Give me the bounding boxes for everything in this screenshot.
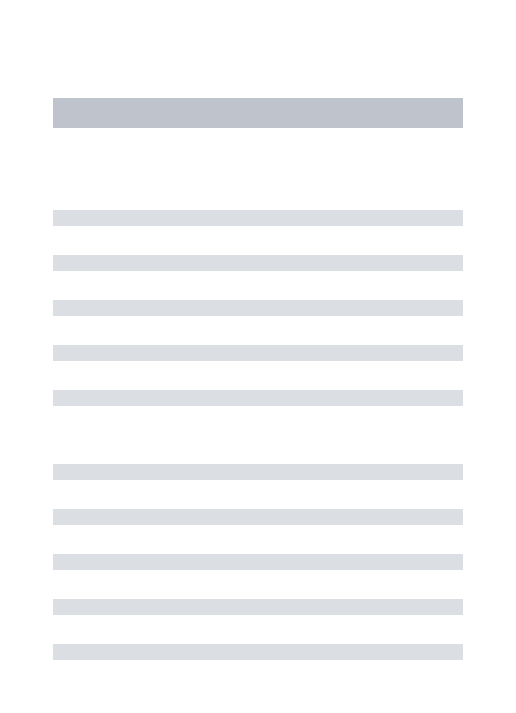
skeleton-line xyxy=(53,464,463,480)
skeleton-container xyxy=(0,0,516,660)
group-spacer xyxy=(53,406,463,464)
skeleton-line xyxy=(53,345,463,361)
skeleton-line xyxy=(53,644,463,660)
skeleton-line-group xyxy=(53,210,463,406)
skeleton-line xyxy=(53,509,463,525)
skeleton-line xyxy=(53,599,463,615)
skeleton-line xyxy=(53,390,463,406)
skeleton-groups xyxy=(53,210,463,660)
skeleton-line xyxy=(53,210,463,226)
skeleton-line-group xyxy=(53,464,463,660)
skeleton-line xyxy=(53,554,463,570)
skeleton-line xyxy=(53,300,463,316)
skeleton-header-bar xyxy=(53,98,463,128)
skeleton-line xyxy=(53,255,463,271)
